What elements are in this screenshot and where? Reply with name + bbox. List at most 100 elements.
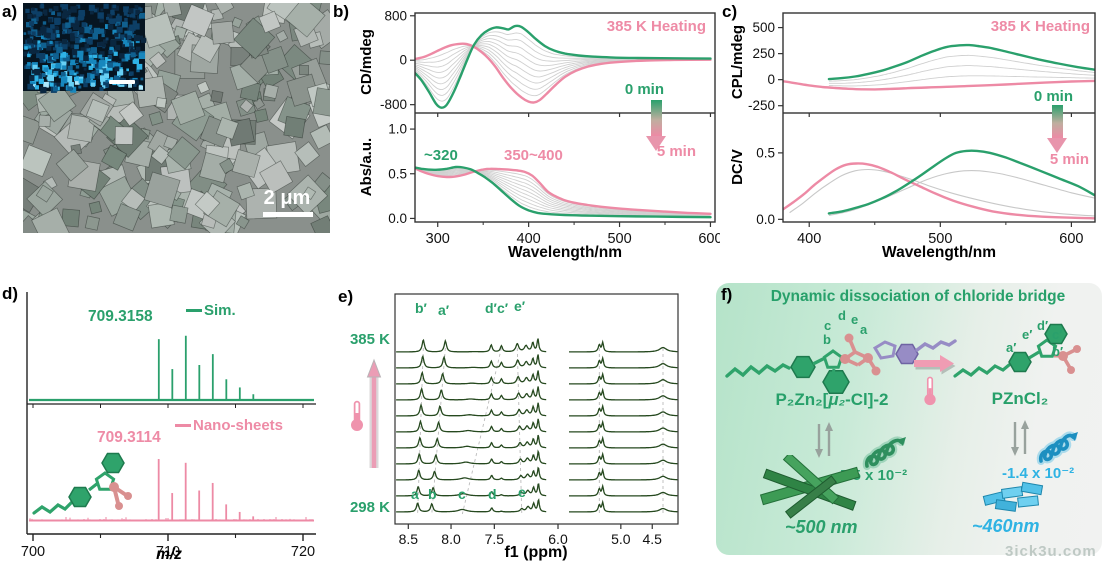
svg-text:400: 400 (517, 231, 541, 247)
panel-b-label: b) (333, 2, 350, 21)
pyridine-ring (101, 452, 125, 474)
sem-image: 2 μm (23, 3, 330, 233)
nanosheet-bundle-icon-blue (982, 481, 1044, 512)
fluorescence-inset (23, 3, 147, 94)
monomer-proton-label: c′ (1052, 327, 1063, 342)
svg-text:0.5: 0.5 (388, 166, 407, 181)
svg-text:250: 250 (752, 46, 775, 61)
svg-text:6.0: 6.0 (548, 531, 568, 547)
dimer-formula-post: -Cl]-2 (845, 390, 889, 409)
dimer-formula-mu: μ₂ (828, 390, 846, 409)
monomer-proton-label: a′ (1006, 340, 1017, 355)
panel-b-0min-annotation: 0 min (624, 81, 664, 98)
sim-legend: Sim. (186, 302, 236, 319)
thermometer-icon-scheme (924, 376, 936, 406)
nmr-peak-label: b (428, 486, 437, 502)
svg-text:8.0: 8.0 (441, 531, 461, 547)
cpl-spectra-chart: 500 250 0 -250 (748, 12, 1096, 113)
dimer-proton-label: e (851, 312, 859, 327)
svg-text:5.0: 5.0 (611, 531, 631, 547)
mass-spectra-chart: 700 710 720 (21, 292, 316, 560)
nmr-peak-label: e′ (514, 298, 526, 314)
monomer-formula: PZnCl₂ (991, 389, 1049, 408)
cd-spectra-chart: 800 0 -800 (380, 10, 716, 113)
svg-text:800: 800 (384, 10, 407, 23)
abs-axis-title: Abs/a.u. (358, 137, 375, 197)
panel-c-time-arrow-body (1052, 105, 1063, 138)
svg-text:0.0: 0.0 (756, 212, 775, 227)
dimer-proton-label: c (824, 318, 832, 333)
cpl-axis-title: CPL/mdeg (729, 24, 746, 100)
svg-text:8.5: 8.5 (399, 531, 419, 547)
svg-text:600: 600 (698, 231, 720, 247)
cl-bond-2 (112, 485, 120, 505)
panel-b-5min-annotation: 5 min (656, 143, 696, 160)
scheme-title: Dynamic dissociation of chloride bridge (770, 288, 1066, 305)
scalebar-line (263, 212, 313, 217)
cd-axis-title: CD/mdeg (358, 29, 375, 95)
svg-text:500: 500 (752, 20, 775, 35)
chelate-ring (94, 471, 116, 491)
equilibrium-arrows-icon-right (1011, 420, 1029, 456)
panel-a-label: a) (2, 2, 18, 21)
svg-text:600: 600 (1059, 231, 1083, 247)
helix-icon-blue (1036, 431, 1078, 465)
nmr-peak-label: a′ (438, 302, 450, 318)
svg-text:0.0: 0.0 (388, 211, 407, 226)
dimer-structure (725, 333, 957, 395)
svg-text:-800: -800 (380, 97, 407, 112)
panel-b-time-arrow-head (646, 136, 666, 151)
temperature-arrow-icon (366, 358, 382, 468)
nmr-temp-top: 385 K (349, 331, 390, 348)
monomer-proton-label: d′ (1037, 318, 1049, 333)
svg-text:720: 720 (291, 544, 315, 560)
panel-e-xlabel: f1 (ppm) (504, 544, 568, 561)
panel-c-0min-annotation: 0 min (1033, 88, 1073, 105)
nano-legend-text: Nano-sheets (193, 417, 284, 434)
panel-f-label: f) (721, 285, 733, 304)
nmr-peak-label: c′ (497, 300, 509, 316)
dimer-proton-label: a (860, 322, 868, 337)
svg-text:7.5: 7.5 (485, 531, 505, 547)
dc-spectra-chart: 0.5 0.0 400 500 600 (756, 113, 1096, 247)
sheet-size-left: ~500 nm (785, 517, 858, 537)
dimer-formula-pre: P₂Zn₂[ (775, 390, 829, 409)
svg-text:0: 0 (399, 53, 407, 68)
panel-b-xlabel: Wavelength/nm (508, 244, 622, 261)
sim-mass-label: 709.3158 (88, 308, 153, 325)
dimer-proton-label: b (823, 332, 831, 347)
ligand-molecule-structure (32, 452, 132, 515)
svg-text:4.5: 4.5 (643, 531, 663, 547)
svg-text:1.0: 1.0 (388, 122, 407, 137)
svg-text:400: 400 (797, 231, 821, 247)
svg-text:710: 710 (156, 544, 180, 560)
sim-legend-dash (186, 308, 202, 312)
panel-b-heating-annotation: 385 K Heating (606, 18, 706, 35)
monomer-proton-label: b′ (1052, 344, 1064, 359)
nano-mass-label: 709.3114 (97, 429, 161, 446)
chloride-atom (124, 492, 132, 500)
chloride-atom-2 (115, 502, 123, 510)
panel-c-label: c) (722, 2, 738, 21)
monomer-proton-label: e′ (1022, 327, 1033, 342)
svg-text:0.5: 0.5 (756, 145, 775, 160)
scalebar-label: 2 μm (264, 187, 311, 209)
nmr-peak-label: d′ (485, 300, 497, 316)
scheme-card (716, 283, 1102, 555)
nanosheet-bundle-icon-green (759, 455, 861, 519)
nmr-peak-label: e (518, 484, 526, 500)
abs-peak-green-annotation: ~320 (424, 147, 458, 164)
reaction-arrow-icon (914, 355, 956, 375)
vt-nmr-stack-chart: 8.5 8.0 7.5 6.0 5.0 4.5 (394, 293, 679, 547)
panel-c-5min-annotation: 5 min (1049, 151, 1089, 168)
panel-c-heating-annotation: 385 K Heating (990, 18, 1090, 35)
dimer-formula: P₂Zn₂[μ₂-Cl]-2 (752, 390, 912, 410)
thermometer-icon (351, 400, 363, 431)
nmr-peak-label: c (458, 486, 466, 502)
benzene-ring (68, 486, 92, 508)
svg-text:-250: -250 (748, 98, 775, 113)
abs-peak-pink-annotation: 350~400 (504, 147, 563, 164)
equilibrium-arrows-icon-left (815, 422, 833, 458)
nmr-temp-bottom: 298 K (349, 499, 390, 516)
